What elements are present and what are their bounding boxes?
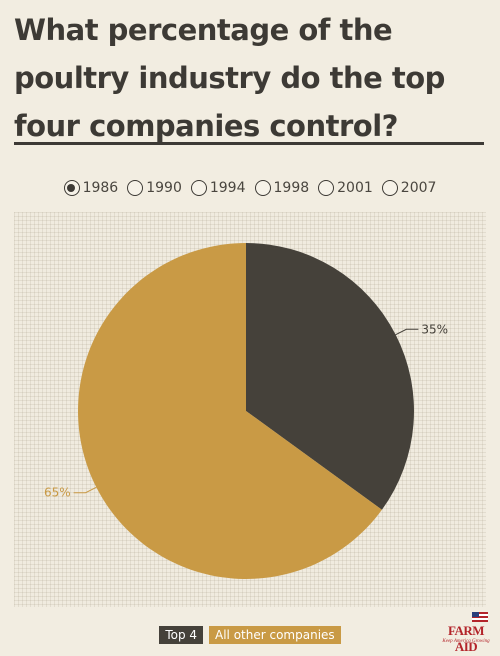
year-option-1990[interactable]: 1990: [127, 176, 182, 200]
data-label-all-other-companies: 65%: [44, 486, 71, 500]
year-label-1990: 1990: [146, 180, 182, 196]
year-radio-2001[interactable]: [318, 180, 335, 196]
year-radio-2007[interactable]: [381, 180, 398, 196]
leader-line-top-4: [395, 328, 419, 336]
chart-title: What percentage of the poultry industry …: [14, 13, 445, 143]
legend: Top 4 All other companies: [0, 626, 500, 644]
data-label-top-4: 35%: [421, 322, 448, 336]
year-label-1986: 1986: [82, 180, 119, 196]
pie-slice-top-4[interactable]: [246, 243, 415, 510]
year-option-1994[interactable]: 1994: [190, 176, 246, 200]
year-label-1994: 1994: [209, 180, 246, 196]
year-option-1998[interactable]: 1998: [254, 176, 310, 200]
year-selector: 1986 1990 1994 1998 2001 2007: [0, 176, 500, 200]
pie-chart: 35% 65%: [44, 243, 448, 579]
logo-tagline: Keep America Growing: [442, 639, 490, 644]
title-divider: [14, 142, 484, 145]
leader-line-all-other-companies: [73, 486, 97, 494]
year-radio-1994[interactable]: [190, 180, 207, 196]
year-option-2007[interactable]: 2007: [381, 176, 437, 200]
legend-item-all-other-companies[interactable]: All other companies: [209, 626, 341, 644]
year-radio-1990[interactable]: [127, 180, 144, 196]
year-label-2001: 2001: [337, 180, 373, 196]
year-label-1998: 1998: [273, 180, 310, 196]
year-option-2001[interactable]: 2001: [318, 176, 373, 200]
year-radio-1998[interactable]: [254, 180, 271, 196]
legend-item-top-4[interactable]: Top 4: [159, 626, 204, 644]
plot-area: 35% 65%: [14, 212, 486, 607]
pie-slice-all-other-companies[interactable]: [78, 243, 382, 579]
year-radio-1986[interactable]: [63, 180, 80, 196]
year-label-2007: 2007: [400, 180, 437, 196]
flag-icon: [472, 612, 488, 622]
logo-text: FARM AID: [447, 623, 485, 654]
year-option-1986[interactable]: 1986: [63, 176, 119, 200]
farm-aid-logo: FARM AID Keep America Growing: [442, 612, 490, 654]
